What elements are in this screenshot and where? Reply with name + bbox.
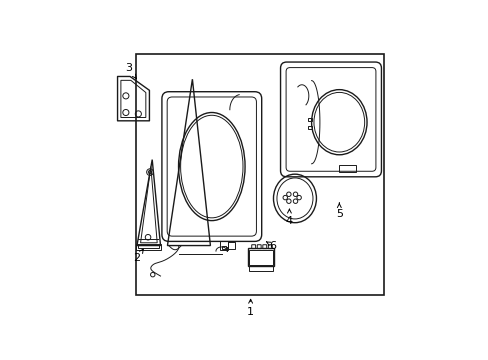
Text: 4: 4 [285, 209, 292, 226]
Text: 5: 5 [335, 203, 342, 219]
Bar [307, 126, 311, 129]
Bar [136, 244, 161, 250]
Text: 2: 2 [133, 249, 143, 263]
Bar [135, 54, 383, 296]
Text: 1: 1 [246, 299, 254, 317]
Bar [339, 165, 355, 172]
Bar [138, 245, 159, 248]
Text: 3: 3 [125, 63, 136, 78]
Text: 6: 6 [266, 240, 276, 251]
Bar [307, 118, 311, 121]
